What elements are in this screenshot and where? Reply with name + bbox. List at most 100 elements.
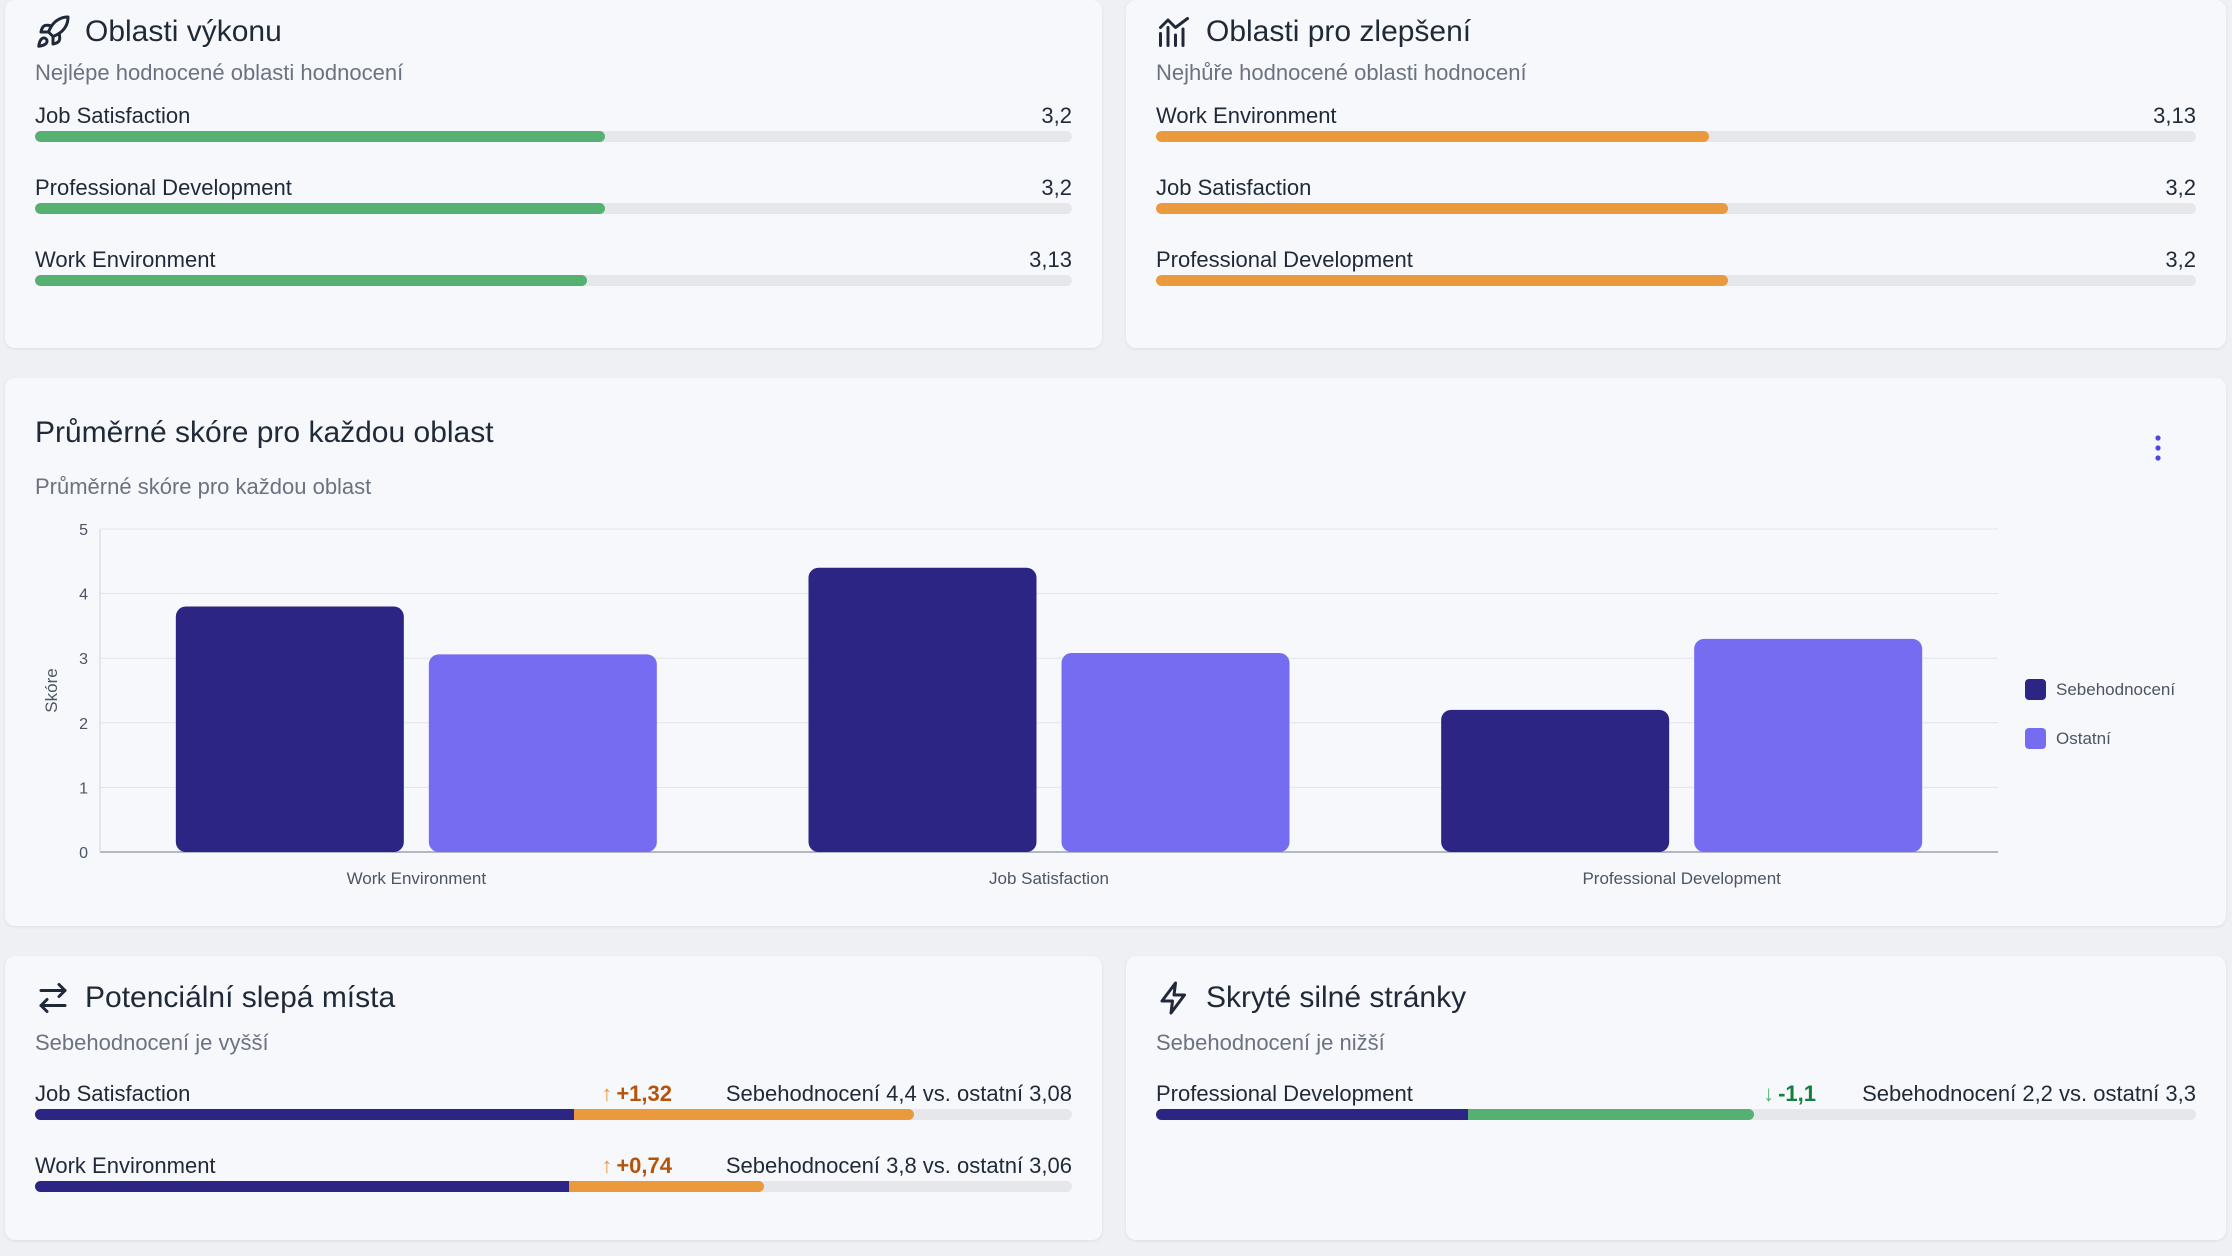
improvement-title-text: Oblasti pro zlepšení xyxy=(1206,15,1472,48)
comparison-text: Sebehodnocení 3,8 vs. ostatní 3,06 xyxy=(725,1153,1072,1178)
average-subtitle: Průměrné skóre pro každou oblast xyxy=(35,474,372,499)
hidden-strengths-card: Skryté silné stránky Sebehodnocení je ni… xyxy=(1126,956,2226,1240)
comparison-text: Sebehodnocení 4,4 vs. ostatní 3,08 xyxy=(725,1081,1072,1106)
metric-label: Job Satisfaction xyxy=(1156,175,1312,200)
metric-label: Work Environment xyxy=(1156,103,1337,128)
others-segment xyxy=(35,1181,570,1192)
self-segment xyxy=(574,1109,915,1120)
metric-row: Work Environment 3,13 xyxy=(35,247,1072,287)
x-tick-label: Professional Development xyxy=(1582,869,1781,888)
bar xyxy=(428,654,657,852)
comparison-row: Professional Development ↓ -1,1 Sebehodnoce… xyxy=(1156,1081,2196,1121)
metric-value: 3,13 xyxy=(2153,103,2196,128)
bar xyxy=(1694,638,1923,852)
others-segment xyxy=(35,1109,575,1120)
delta-text: +0,74 xyxy=(616,1153,672,1178)
comparison-label: Work Environment xyxy=(35,1153,216,1178)
improvement-card: Oblasti pro zlepšení Nejhůře hodnocené o… xyxy=(1126,0,2226,348)
improvement-subtitle: Nejhůře hodnocené oblasti hodnocení xyxy=(1156,60,1527,85)
bar xyxy=(1061,653,1290,852)
performance-card: Oblasti výkonu Nejlépe hodnocené oblasti… xyxy=(5,0,1102,348)
performance-subtitle: Nejlépe hodnocené oblasti hodnocení xyxy=(35,60,404,85)
y-tick-label: 5 xyxy=(79,522,88,539)
metric-value: 3,13 xyxy=(1029,247,1072,272)
metric-value: 3,2 xyxy=(2165,175,2196,200)
delta-text: +1,32 xyxy=(616,1081,672,1106)
progress-track xyxy=(1156,203,2196,214)
y-axis-label: Skóre xyxy=(42,668,61,712)
average-score-chart: 0 1 2 3 4 5 Skóre Work Environment Job Satisfact… xyxy=(42,522,2175,888)
delta-value: ↑ +0,74 xyxy=(601,1153,672,1179)
improvement-title: Oblasti pro zlepšení xyxy=(1156,14,1471,50)
comparison-text: Sebehodnocení 2,2 vs. ostatní 3,3 xyxy=(1862,1081,2196,1106)
metric-value: 3,2 xyxy=(1041,175,1072,200)
progress-fill xyxy=(1156,203,1728,214)
progress-track xyxy=(35,131,1072,142)
blindspots-title: Potenciální slepá místa xyxy=(35,980,395,1016)
metric-label: Work Environment xyxy=(35,247,216,272)
legend-label: Ostatní xyxy=(2056,729,2111,748)
metric-row: Professional Development 3,2 xyxy=(35,175,1072,215)
legend-swatch xyxy=(2025,679,2046,700)
bar xyxy=(175,606,404,852)
progress-track xyxy=(1156,275,2196,286)
metric-row: Work Environment 3,13 xyxy=(1156,103,2196,143)
progress-fill xyxy=(35,275,587,286)
more-options-icon[interactable] xyxy=(2146,430,2170,466)
y-tick-label: 2 xyxy=(79,716,88,733)
comparison-track xyxy=(35,1109,1072,1120)
metric-label: Professional Development xyxy=(1156,247,1413,272)
average-title: Průměrné skóre pro každou oblast xyxy=(35,416,494,449)
comparison-track xyxy=(35,1181,1072,1192)
metric-label: Professional Development xyxy=(35,175,292,200)
comparison-label: Professional Development xyxy=(1156,1081,1413,1106)
comparison-label: Job Satisfaction xyxy=(35,1081,191,1106)
chart-trend-icon xyxy=(1156,14,1192,50)
blindspots-subtitle: Sebehodnocení je vyšší xyxy=(35,1030,269,1055)
progress-fill xyxy=(1156,275,1728,286)
arrow-up-icon: ↑ xyxy=(601,1081,613,1106)
bar xyxy=(808,567,1037,852)
metric-row: Job Satisfaction 3,2 xyxy=(35,103,1072,143)
x-tick-label: Job Satisfaction xyxy=(989,869,1109,888)
others-segment xyxy=(1468,1109,1754,1120)
progress-fill xyxy=(35,131,606,142)
delta-value: ↑ +1,32 xyxy=(601,1081,672,1107)
rocket-icon xyxy=(35,14,71,50)
performance-title: Oblasti výkonu xyxy=(35,14,282,50)
y-tick-label: 3 xyxy=(79,651,88,668)
metric-row: Job Satisfaction 3,2 xyxy=(1156,175,2196,215)
arrow-up-icon: ↑ xyxy=(601,1153,613,1178)
metric-value: 3,2 xyxy=(1041,103,1072,128)
delta-text: -1,1 xyxy=(1778,1081,1816,1106)
progress-track xyxy=(35,275,1072,286)
legend-swatch xyxy=(2025,728,2046,749)
x-tick-label: Work Environment xyxy=(347,869,487,888)
hidden-subtitle: Sebehodnocení je nižší xyxy=(1156,1030,1385,1055)
progress-fill xyxy=(1156,131,1710,142)
metric-row: Professional Development 3,2 xyxy=(1156,247,2196,287)
blindspots-card: Potenciální slepá místa Sebehodnocení je… xyxy=(5,956,1102,1240)
legend-label: Sebehodnocení xyxy=(2056,680,2175,699)
hidden-title: Skryté silné stránky xyxy=(1156,980,1466,1016)
progress-fill xyxy=(35,203,606,214)
metric-value: 3,2 xyxy=(2165,247,2196,272)
self-segment xyxy=(1156,1109,1468,1120)
arrow-down-icon: ↓ xyxy=(1763,1081,1775,1106)
comparison-row: Job Satisfaction ↑ +1,32 Sebehodnocení 4,4 … xyxy=(35,1081,1072,1121)
y-tick-label: 1 xyxy=(79,780,88,797)
comparison-row: Work Environment ↑ +0,74 Sebehodnocení 3,8 … xyxy=(35,1153,1072,1193)
lightning-icon xyxy=(1156,980,1192,1016)
delta-value: ↓ -1,1 xyxy=(1763,1081,1816,1107)
hidden-title-text: Skryté silné stránky xyxy=(1206,981,1467,1014)
progress-track xyxy=(1156,131,2196,142)
performance-title-text: Oblasti výkonu xyxy=(85,15,282,48)
y-tick-label: 0 xyxy=(79,845,88,862)
self-segment xyxy=(569,1181,764,1192)
swap-arrows-icon xyxy=(35,980,71,1016)
comparison-track xyxy=(1156,1109,2196,1120)
progress-track xyxy=(35,203,1072,214)
bar xyxy=(1441,709,1670,852)
y-tick-label: 4 xyxy=(79,587,88,604)
metric-label: Job Satisfaction xyxy=(35,103,191,128)
